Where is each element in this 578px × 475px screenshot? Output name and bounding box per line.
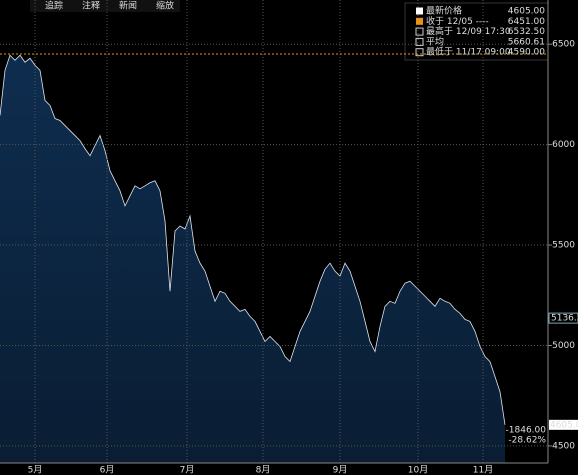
legend-value: 4605.00 xyxy=(508,7,545,17)
y-tick-label: 6000 xyxy=(552,140,575,150)
legend-label: 最高于 12/09 17:30 xyxy=(426,25,511,37)
y-tick-label: 5500 xyxy=(552,241,575,251)
legend-icon xyxy=(415,37,424,46)
legend-value: 4590.00 xyxy=(508,48,545,58)
legend-label: 最新价格 xyxy=(426,5,462,17)
legend-icon xyxy=(415,48,424,57)
change-label: -1846.00 xyxy=(506,426,547,436)
legend-value: 5660.61 xyxy=(508,37,545,47)
toolbar xyxy=(30,0,180,12)
x-tick-label: 5月 xyxy=(28,465,43,475)
x-tick-label: 11月 xyxy=(473,465,493,475)
legend-icon xyxy=(416,7,423,15)
toolbar-button[interactable]: 缩放 xyxy=(156,0,174,12)
marker-box xyxy=(548,312,578,324)
x-tick-label: 7月 xyxy=(180,465,195,475)
toolbar-button[interactable]: 追踪 xyxy=(45,0,63,12)
last-label: 4605.00 xyxy=(550,420,578,430)
legend-value: 6532.50 xyxy=(508,27,545,37)
toolbar-button[interactable]: 新闻 xyxy=(119,0,137,12)
legend-icon xyxy=(415,27,424,36)
legend-label: 收于 12/05 ---- xyxy=(426,15,489,27)
y-tick-label: 6500 xyxy=(552,40,575,50)
y-tick-label: 4500 xyxy=(552,441,575,451)
x-tick-label: 6月 xyxy=(100,465,115,475)
marker-label: 5136.23 xyxy=(551,314,578,324)
x-tick-label: 10月 xyxy=(408,465,428,475)
y-axis-strip xyxy=(548,0,578,475)
x-axis-strip xyxy=(0,463,548,475)
price-line xyxy=(0,54,506,425)
legend-value: 6451.00 xyxy=(508,17,545,27)
legend-label: 平均 xyxy=(426,35,444,47)
change-pct-label: -28.62% xyxy=(508,436,546,446)
legend-icon xyxy=(416,17,423,25)
last-box xyxy=(549,419,578,430)
legend-label: 最低于 11/17 09:00 xyxy=(426,46,511,58)
area-fill xyxy=(0,55,505,463)
x-tick-label: 8月 xyxy=(256,465,271,475)
y-tick-label: 5000 xyxy=(552,341,575,351)
legend-box xyxy=(404,2,549,61)
x-tick-label: 9月 xyxy=(333,465,348,475)
toolbar-button[interactable]: 注释 xyxy=(82,0,100,12)
